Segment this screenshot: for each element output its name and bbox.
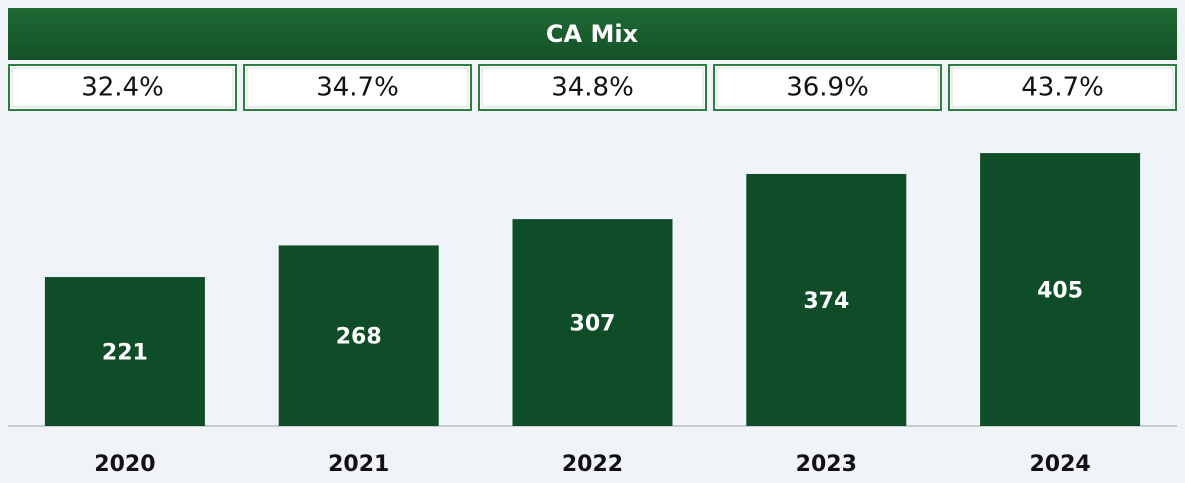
bar — [512, 219, 673, 426]
data-label: 405 — [1037, 279, 1083, 304]
data-label: 307 — [570, 312, 616, 337]
x-tick-label: 2021 — [328, 452, 389, 477]
table-cell-text: 34.8% — [551, 73, 634, 103]
table-cell — [478, 64, 707, 111]
table-title: CA Mix — [546, 20, 639, 48]
bar — [44, 277, 205, 426]
table-cell-inner — [246, 67, 469, 108]
x-tick-label: 2023 — [796, 452, 857, 477]
table-cell-inner — [716, 67, 939, 108]
table-cell-text: 34.7% — [316, 73, 399, 103]
table-cell — [713, 64, 942, 111]
x-tick-label: 2024 — [1029, 452, 1090, 477]
table-cell — [948, 64, 1177, 111]
table-header — [8, 8, 1177, 60]
data-label: 268 — [336, 325, 382, 350]
bar — [746, 173, 907, 426]
x-tick-label: 2020 — [94, 452, 155, 477]
table-cell-text: 36.9% — [786, 73, 869, 103]
table-cell-inner — [951, 67, 1174, 108]
table-cell-text: 43.7% — [1021, 73, 1104, 103]
table-cell-text: 32.4% — [81, 73, 164, 103]
table-cell — [243, 64, 472, 111]
bar — [980, 153, 1141, 427]
table-cell — [8, 64, 237, 111]
bar — [278, 245, 439, 426]
x-tick-label: 2022 — [562, 452, 623, 477]
data-label: 221 — [102, 341, 148, 366]
data-label: 374 — [803, 289, 849, 314]
table-cell-inner — [481, 67, 704, 108]
table-cell-inner — [11, 67, 234, 108]
